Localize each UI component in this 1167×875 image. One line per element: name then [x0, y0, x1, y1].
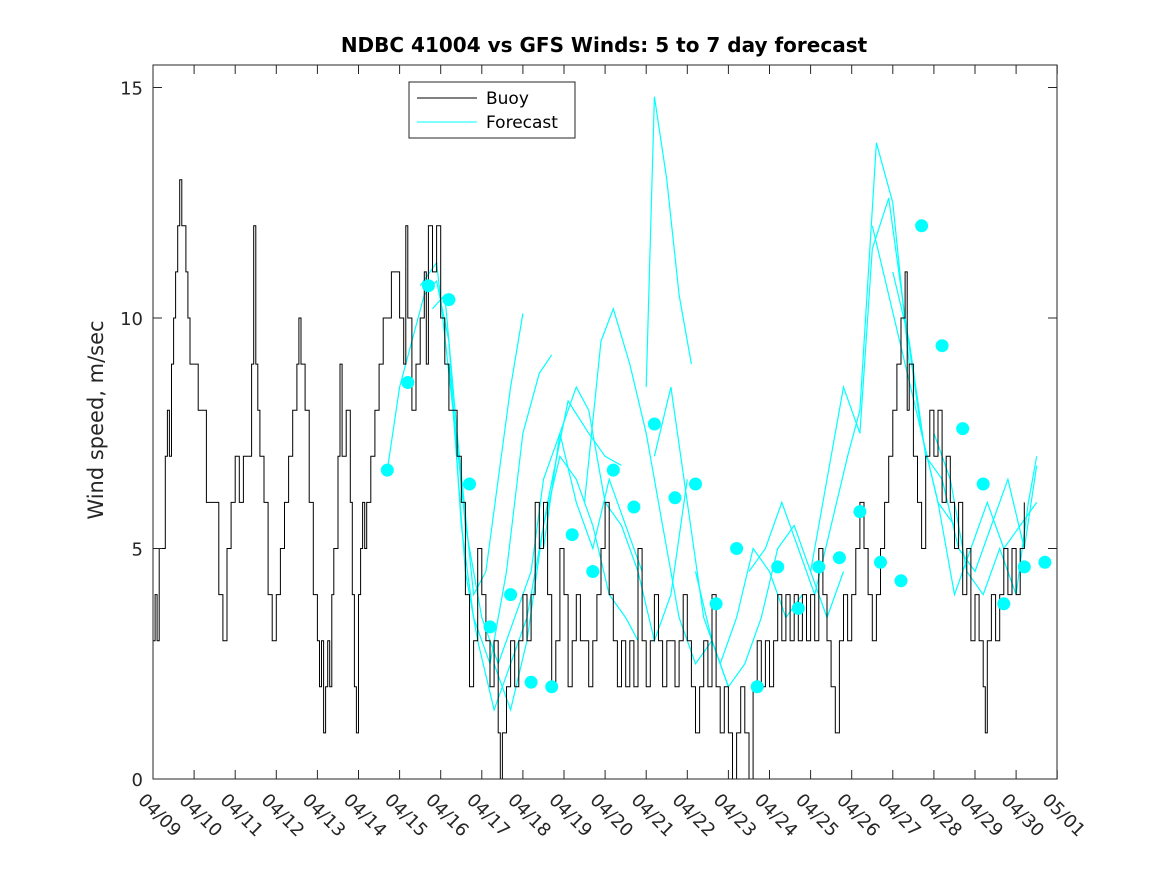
forecast-point-3 [421, 279, 435, 293]
chart-title: NDBC 41004 vs GFS Winds: 5 to 7 day fore… [341, 33, 868, 57]
forecast-line-13 [871, 225, 1038, 597]
forecast-point-33 [1038, 555, 1052, 569]
forecast-point-19 [750, 680, 764, 694]
forecast-point-29 [956, 422, 970, 436]
forecast-point-2 [401, 376, 415, 389]
forecast-point-9 [545, 680, 559, 694]
forecast-point-24 [853, 505, 867, 519]
forecast-point-30 [976, 477, 990, 491]
axes-background [153, 65, 1057, 779]
legend: Buoy Forecast [408, 81, 576, 139]
forecast-point-10 [565, 528, 579, 542]
forecast-point-18 [730, 542, 744, 555]
forecast-point-27 [915, 219, 929, 233]
forecast-point-5 [463, 477, 476, 491]
y-tick-label: 5 [132, 540, 143, 561]
forecast-point-31 [997, 597, 1011, 611]
forecast-point-13 [627, 500, 641, 514]
forecast-point-17 [709, 597, 723, 611]
forecast-point-14 [647, 417, 661, 431]
forecast-point-15 [668, 491, 682, 505]
forecast-point-23 [832, 551, 846, 565]
forecast-markers [380, 219, 1052, 694]
forecast-point-16 [689, 477, 702, 491]
forecast-line-4 [448, 364, 643, 666]
y-tick-label: 10 [120, 309, 143, 330]
forecast-line-15 [933, 433, 1038, 596]
forecast-line-6 [542, 385, 688, 643]
legend-forecast-label: Forecast [486, 113, 558, 133]
forecast-point-32 [1017, 560, 1031, 574]
forecast-point-4 [442, 293, 456, 307]
forecast-line-3 [432, 293, 524, 597]
forecast-point-21 [791, 601, 805, 615]
y-tick-label: 15 [120, 79, 143, 100]
forecast-point-6 [483, 620, 497, 634]
forecast-point-11 [586, 565, 600, 578]
legend-box [408, 81, 576, 139]
forecast-point-25 [874, 555, 887, 569]
forecast-point-26 [894, 574, 908, 588]
forecast-point-1 [380, 463, 394, 477]
y-axis: 0 5 10 15 [120, 79, 1057, 791]
y-axis-label: Wind speed, m/sec [84, 320, 108, 519]
forecast-line-8 [645, 96, 692, 388]
forecast-point-7 [504, 588, 518, 602]
forecast-point-22 [812, 560, 826, 574]
forecast-point-28 [935, 339, 949, 353]
legend-buoy-label: Buoy [486, 89, 529, 109]
forecast-point-8 [524, 675, 538, 689]
forecast-point-12 [606, 463, 620, 477]
forecast-point-20 [771, 560, 785, 574]
forecast-line-11 [748, 142, 910, 597]
y-tick-label: 0 [132, 770, 143, 791]
